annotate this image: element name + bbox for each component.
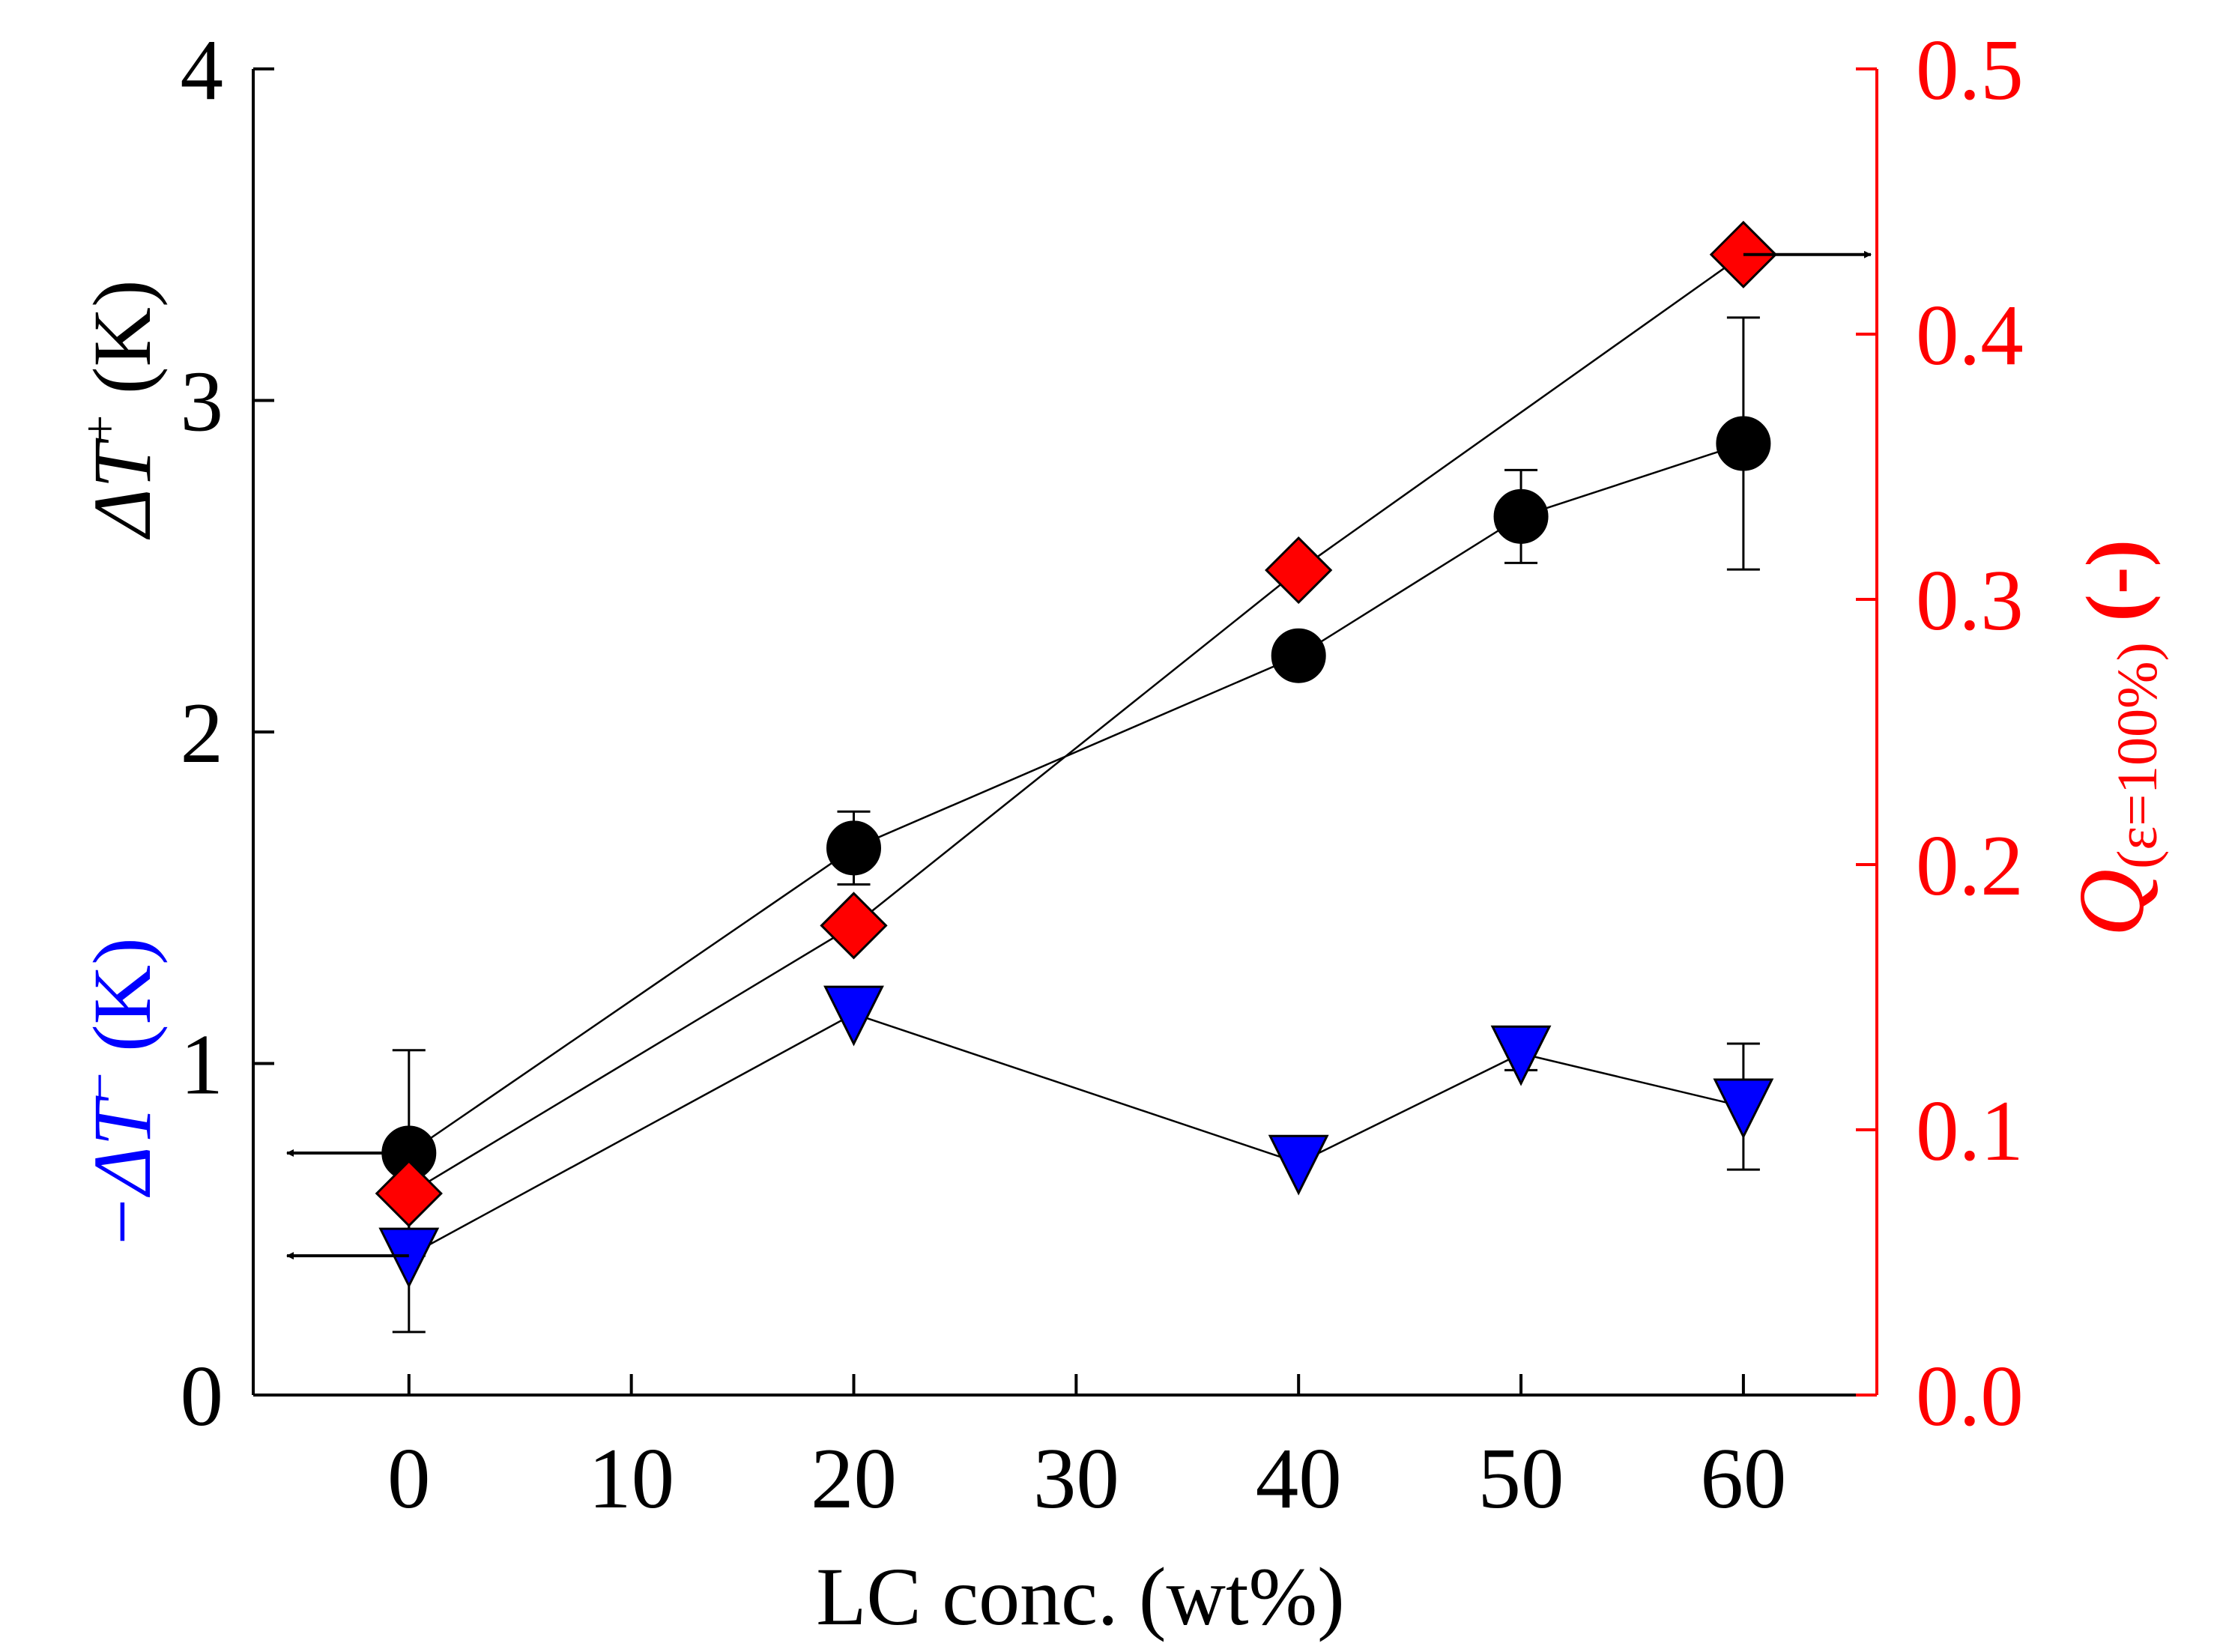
- x-tick-label: 20: [811, 1431, 897, 1526]
- right-tick-label: 0.5: [1916, 22, 2024, 118]
- data-point-triangle: [1268, 1134, 1329, 1196]
- right-label-sub: (ε=100%): [2106, 642, 2169, 869]
- data-point-triangle: [1490, 1025, 1552, 1086]
- series-line: [408, 253, 1744, 1195]
- right-tick-label: 0.4: [1916, 288, 2024, 383]
- axis-arrows: [286, 250, 1872, 1260]
- series-line: [408, 1012, 1744, 1257]
- x-tick-label: 10: [588, 1431, 674, 1526]
- x-axis-ticks: 0 10 20 30 40 50 60: [387, 1374, 1786, 1526]
- left-lower-prefix: −ΔT: [76, 1095, 168, 1250]
- data-point-diamond: [1265, 536, 1333, 605]
- x-axis-label: LC conc. (wt%): [816, 1551, 1345, 1642]
- right-axis-ticks: 0.0 0.1 0.2 0.3 0.4 0.5: [1856, 22, 2024, 1444]
- left-tick-label: 4: [181, 22, 224, 118]
- left-tick-label: 3: [181, 354, 224, 450]
- left-upper-main: ΔT: [76, 438, 168, 540]
- series-layer: [375, 220, 1778, 1334]
- right-label-q: Q: [2060, 869, 2164, 937]
- right-tick-label: 0.2: [1916, 818, 2024, 913]
- data-point-triangle: [1713, 1078, 1774, 1140]
- series-line: [408, 442, 1744, 1155]
- left-tick-label: 0: [181, 1349, 224, 1444]
- right-tick-label: 0.3: [1916, 553, 2024, 648]
- x-tick-label: 50: [1478, 1431, 1564, 1526]
- x-tick-label: 60: [1700, 1431, 1786, 1526]
- left-upper-unit: (K): [76, 279, 168, 414]
- left-tick-label: 1: [181, 1017, 224, 1113]
- x-tick-label: 40: [1256, 1431, 1342, 1526]
- right-tick-label: 0.0: [1916, 1349, 2024, 1444]
- right-axis-label: Q(ε=100%) (-): [2060, 539, 2169, 937]
- left-lower-sup: −: [73, 1073, 127, 1101]
- left-upper-sup: +: [73, 415, 127, 443]
- data-point-circle: [826, 820, 881, 876]
- data-point-circle: [1493, 488, 1549, 544]
- data-point-circle: [1271, 628, 1326, 683]
- right-tick-label: 0.1: [1916, 1083, 2024, 1179]
- left-axis-label-upper: ΔT+ (K): [73, 279, 168, 539]
- left-tick-label: 2: [181, 686, 224, 781]
- data-point-circle: [1716, 416, 1771, 471]
- data-point-diamond: [375, 1159, 443, 1228]
- x-tick-label: 0: [387, 1431, 431, 1526]
- left-axis-ticks: 0 1 2 3 4: [181, 22, 274, 1444]
- x-tick-label: 30: [1033, 1431, 1119, 1526]
- left-axis-label-lower: −ΔT− (K): [73, 937, 168, 1250]
- left-lower-unit: (K): [76, 937, 168, 1072]
- data-point-diamond: [820, 892, 888, 960]
- right-label-unit: (-): [2069, 539, 2161, 642]
- data-point-triangle: [823, 985, 884, 1047]
